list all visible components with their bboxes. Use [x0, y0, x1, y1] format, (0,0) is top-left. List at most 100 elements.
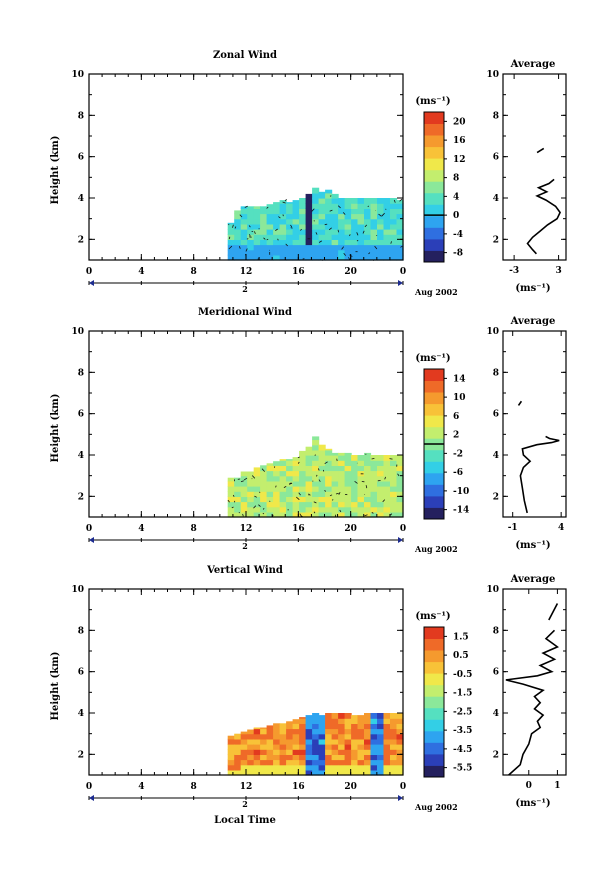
contour-line — [263, 237, 266, 240]
heatmap-cell — [318, 506, 326, 513]
heatmap-cell — [312, 244, 320, 251]
heatmap-cell — [364, 718, 372, 724]
heatmap-cell — [227, 239, 235, 246]
heatmap-cell — [266, 769, 274, 776]
heatmap-cell — [260, 213, 268, 220]
heatmap-cell — [331, 254, 339, 261]
heatmap-cell — [318, 249, 326, 256]
heatmap-cell — [286, 721, 294, 724]
heatmap-cell — [318, 718, 326, 724]
contour-line — [261, 468, 265, 472]
heatmap-cell — [331, 208, 339, 215]
contour-line — [364, 224, 368, 228]
date-label: Aug 2002 — [414, 802, 458, 812]
heatmap-cell — [338, 506, 346, 513]
heatmap-cell — [325, 254, 333, 261]
heatmap-cell — [331, 465, 339, 472]
contour-line — [243, 477, 248, 481]
heatmap-cell — [331, 460, 339, 466]
heatmap-cell — [344, 213, 352, 220]
heatmap-cell — [338, 754, 346, 761]
contour-line — [381, 212, 385, 217]
contour-line — [298, 492, 301, 496]
heatmap-cell — [312, 229, 320, 235]
heatmap-cell — [364, 769, 372, 776]
heatmap-cell — [377, 239, 385, 246]
heatmap-cell — [240, 239, 248, 246]
avg-x-tick-label: 1 — [554, 781, 560, 791]
heatmap-cell — [305, 728, 313, 735]
heatmap-cell — [396, 203, 404, 209]
heatmap-cell — [344, 491, 352, 497]
heatmap-cell — [299, 759, 307, 766]
heatmap-cell — [383, 733, 391, 740]
contour-line — [259, 491, 261, 493]
heatmap-cell — [299, 717, 307, 719]
heatmap-cell — [390, 506, 398, 513]
heatmap-cell — [234, 759, 242, 766]
heatmap-cell — [364, 501, 372, 508]
heatmap-cell — [286, 202, 294, 204]
heatmap-cell — [325, 192, 333, 199]
heatmap-cell — [351, 475, 359, 482]
colorbar-tick-label: 10 — [453, 393, 466, 403]
heatmap-cell — [279, 470, 287, 477]
heatmap-cell — [344, 754, 352, 761]
heatmap-cell — [305, 486, 313, 492]
heatmap-cell — [396, 733, 404, 740]
heatmap-cell — [325, 718, 333, 724]
heatmap-cell — [390, 475, 398, 482]
heatmap-cell — [383, 759, 391, 766]
heatmap-cell — [351, 470, 359, 477]
colorbar-swatch — [424, 392, 444, 405]
heatmap-cell — [390, 511, 398, 518]
heatmap-cell — [312, 491, 320, 497]
heatmap-cell — [364, 486, 372, 492]
x-tick-label: 8 — [191, 782, 197, 792]
heatmap-cell — [351, 480, 359, 487]
heatmap-cell — [364, 229, 372, 235]
heatmap-cell — [292, 723, 300, 730]
heatmap-cell — [247, 754, 255, 761]
heatmap-cell — [253, 206, 261, 209]
contour-line — [228, 223, 230, 226]
heatmap-cell — [383, 475, 391, 482]
heatmap-cell — [357, 511, 365, 518]
colorbar-swatch — [424, 472, 444, 485]
heatmap-cell — [331, 501, 339, 508]
panel-vertical-wind: Vertical Wind Average Height (km) (ms⁻¹)… — [50, 565, 567, 826]
colorbar-swatch — [424, 696, 444, 709]
colorbar-swatch — [424, 484, 444, 497]
heatmap-cell — [318, 203, 326, 209]
heatmap-cell — [292, 764, 300, 771]
heatmap-cell — [260, 234, 268, 240]
heatmap-cell — [240, 738, 248, 745]
heatmap-cell — [260, 470, 268, 477]
colorbar-swatch — [424, 250, 444, 263]
heatmap-cell — [227, 491, 235, 497]
heatmap-cell — [318, 192, 326, 199]
heatmap-cell — [247, 229, 255, 235]
heatmap-cell — [396, 764, 404, 771]
heatmap-cell — [253, 475, 261, 482]
heatmap-cell — [299, 223, 307, 230]
heatmap-cell — [279, 229, 287, 235]
contour-line — [343, 252, 347, 256]
heatmap-cell — [357, 223, 365, 230]
heatmap-cell — [325, 764, 333, 771]
date-label: Aug 2002 — [414, 287, 458, 297]
contour-line — [234, 226, 237, 229]
heatmap-cell — [273, 461, 281, 466]
heatmap-cell — [351, 249, 359, 256]
heatmap-cell — [325, 244, 333, 251]
heatmap-cell — [357, 460, 365, 466]
heatmap-cell — [227, 506, 235, 513]
contour-line — [297, 461, 300, 464]
heatmap-cell — [299, 723, 307, 730]
heatmap-cell — [299, 218, 307, 225]
heatmap-cell — [299, 465, 307, 472]
heatmap-cell — [357, 213, 365, 220]
contour-line — [390, 513, 393, 516]
heatmap-cell — [279, 486, 287, 492]
heatmap-cell — [364, 465, 372, 472]
